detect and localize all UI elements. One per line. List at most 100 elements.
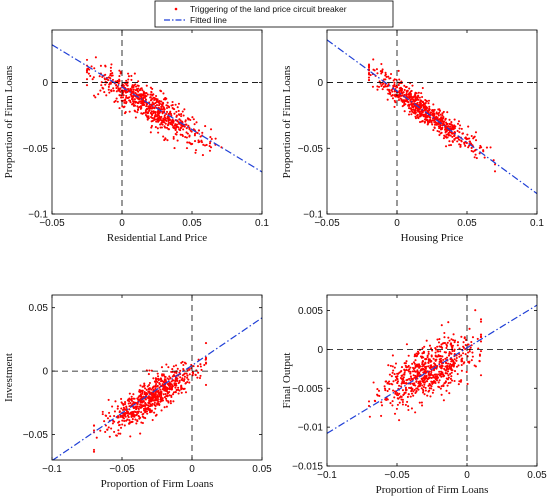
scatter-point xyxy=(164,392,167,396)
scatter-point xyxy=(161,374,164,377)
scatter-point xyxy=(460,369,463,372)
scatter-point xyxy=(410,113,413,116)
scatter-point xyxy=(163,378,167,381)
scatter-point xyxy=(409,395,412,398)
scatter-point xyxy=(410,97,413,100)
scatter-point xyxy=(154,387,157,390)
scatter-point xyxy=(173,112,176,115)
scatter-point xyxy=(140,405,143,409)
scatter-point xyxy=(421,404,424,407)
scatter-point xyxy=(119,70,122,74)
scatter-point xyxy=(148,107,151,110)
scatter-point xyxy=(85,58,89,61)
scatter-point xyxy=(451,124,454,127)
scatter-point xyxy=(164,117,167,120)
scatter-point xyxy=(479,340,483,343)
scatter-point xyxy=(156,398,160,401)
scatter-point xyxy=(420,99,423,102)
scatter-point xyxy=(130,415,133,419)
scatter-point xyxy=(118,423,121,426)
scatter-point xyxy=(118,78,121,81)
scatter-point xyxy=(159,380,163,383)
scatter-point xyxy=(198,376,202,380)
scatter-point xyxy=(435,379,439,382)
scatter-point xyxy=(420,377,423,380)
scatter-point xyxy=(422,376,425,379)
scatter-point xyxy=(154,104,157,108)
scatter-point xyxy=(147,401,150,404)
scatter-point xyxy=(422,104,425,107)
scatter-point xyxy=(439,359,442,362)
scatter-point xyxy=(443,368,446,371)
scatter-point xyxy=(167,401,170,404)
scatter-point xyxy=(121,419,124,422)
scatter-point xyxy=(197,371,200,374)
scatter-point xyxy=(479,350,483,353)
scatter-point xyxy=(168,394,171,397)
scatter-point xyxy=(458,143,461,146)
scatter-point xyxy=(403,93,406,97)
scatter-point xyxy=(158,102,161,105)
scatter-point xyxy=(168,118,171,121)
scatter-point xyxy=(163,406,166,409)
scatter-point xyxy=(380,401,383,404)
scatter-point xyxy=(439,355,442,358)
scatter-point xyxy=(376,88,379,91)
scatter-point xyxy=(439,345,443,348)
scatter-point xyxy=(404,86,408,89)
scatter-point xyxy=(422,371,425,374)
legend-label-scatter: Triggering of the land price circuit bre… xyxy=(190,4,347,14)
scatter-point xyxy=(428,344,432,347)
scatter-point xyxy=(416,96,419,100)
scatter-point xyxy=(183,108,186,111)
scatter-point xyxy=(440,385,443,388)
scatter-point xyxy=(122,417,126,420)
scatter-point xyxy=(449,125,452,128)
scatter-point xyxy=(203,144,207,147)
scatter-point xyxy=(447,376,450,379)
scatter-point xyxy=(467,125,470,128)
scatter-point xyxy=(177,126,180,129)
scatter-point xyxy=(417,107,420,110)
scatter-point xyxy=(184,123,188,126)
scatter-point xyxy=(192,118,195,121)
axes-box xyxy=(51,294,263,461)
scatter-point xyxy=(418,381,421,384)
scatter-point xyxy=(403,368,406,371)
scatter-point xyxy=(175,126,178,129)
scatter-point xyxy=(203,363,206,367)
scatter-point xyxy=(124,401,127,404)
scatter-point xyxy=(450,375,453,378)
scatter-point xyxy=(140,112,143,115)
scatter-point xyxy=(165,106,169,110)
scatter-point xyxy=(137,411,140,414)
scatter-point xyxy=(158,403,161,407)
scatter-point xyxy=(431,391,434,394)
scatter-point xyxy=(199,365,202,368)
scatter-point xyxy=(167,366,170,369)
scatter-point xyxy=(173,384,176,387)
scatter-point xyxy=(142,407,145,410)
scatter-point xyxy=(92,429,96,432)
scatter-point xyxy=(466,133,469,136)
scatter-point xyxy=(403,392,406,396)
scatter-point xyxy=(177,386,180,389)
scatter-point xyxy=(447,362,450,365)
scatter-point xyxy=(367,404,371,408)
scatter-point xyxy=(408,97,411,100)
scatter-point xyxy=(380,84,383,88)
scatter-point xyxy=(392,84,395,87)
scatter-point xyxy=(140,401,143,404)
scatter-point xyxy=(136,108,140,112)
scatter-point xyxy=(147,395,150,398)
scatter-point xyxy=(384,73,387,76)
scatter-point xyxy=(132,100,135,103)
scatter-point xyxy=(427,390,430,393)
scatter-point xyxy=(419,102,422,105)
scatter-point xyxy=(412,108,415,111)
scatter-point xyxy=(150,120,153,123)
scatter-point xyxy=(141,100,144,103)
scatter-point xyxy=(440,367,443,370)
scatter-point xyxy=(182,373,185,376)
scatter-point xyxy=(147,390,150,393)
